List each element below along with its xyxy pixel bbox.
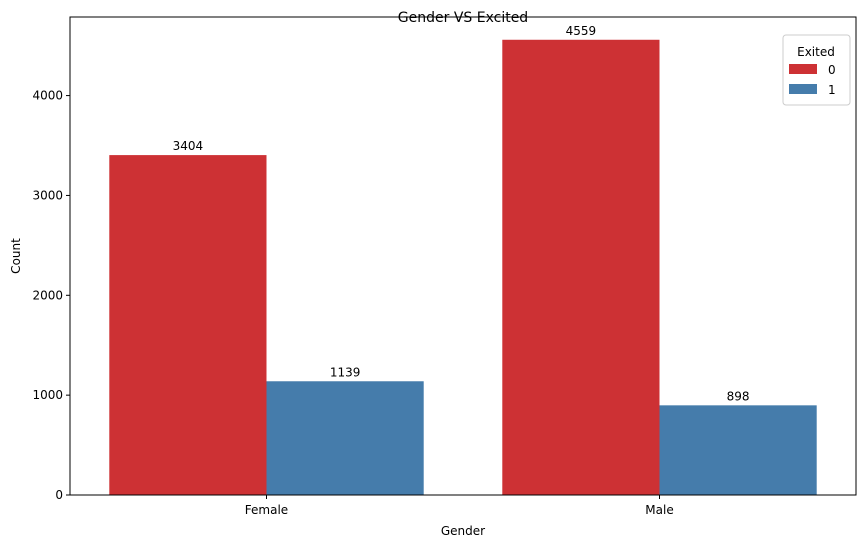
legend-label-1: 1 <box>828 83 836 97</box>
data-label-male-exited-0: 4559 <box>566 24 597 38</box>
bar-male-exited-0 <box>502 39 660 495</box>
bar-male-exited-1 <box>659 405 817 495</box>
legend-swatch-1 <box>789 84 817 94</box>
y-tick-label: 1000 <box>32 388 63 402</box>
plot-frame <box>69 16 857 496</box>
legend-title: Exited <box>797 45 835 59</box>
data-label-female-exited-0: 3404 <box>173 139 204 153</box>
y-tick-label: 3000 <box>32 188 63 202</box>
data-label-male-exited-1: 898 <box>727 389 750 403</box>
x-tick-label: Female <box>245 503 288 517</box>
y-axis-label: Count <box>9 238 23 274</box>
y-tick-label: 2000 <box>32 288 63 302</box>
data-label-female-exited-1: 1139 <box>330 365 361 379</box>
x-axis-label: Gender <box>441 524 485 538</box>
bar-female-exited-1 <box>266 381 424 495</box>
legend-label-0: 0 <box>828 63 836 77</box>
legend-swatch-0 <box>789 64 817 74</box>
y-tick-label: 4000 <box>32 89 63 103</box>
y-axis: 0 1000 2000 3000 4000 <box>32 89 70 502</box>
bars-group <box>109 39 817 495</box>
data-labels-group: 3404 1139 4559 898 <box>173 24 750 404</box>
x-tick-label: Male <box>645 503 673 517</box>
x-axis: Female Male <box>245 495 674 517</box>
bar-female-exited-0 <box>109 155 267 495</box>
chart-title: Gender VS Excited <box>398 10 528 26</box>
legend: Exited 0 1 <box>782 34 851 106</box>
y-tick-label: 0 <box>55 488 63 502</box>
